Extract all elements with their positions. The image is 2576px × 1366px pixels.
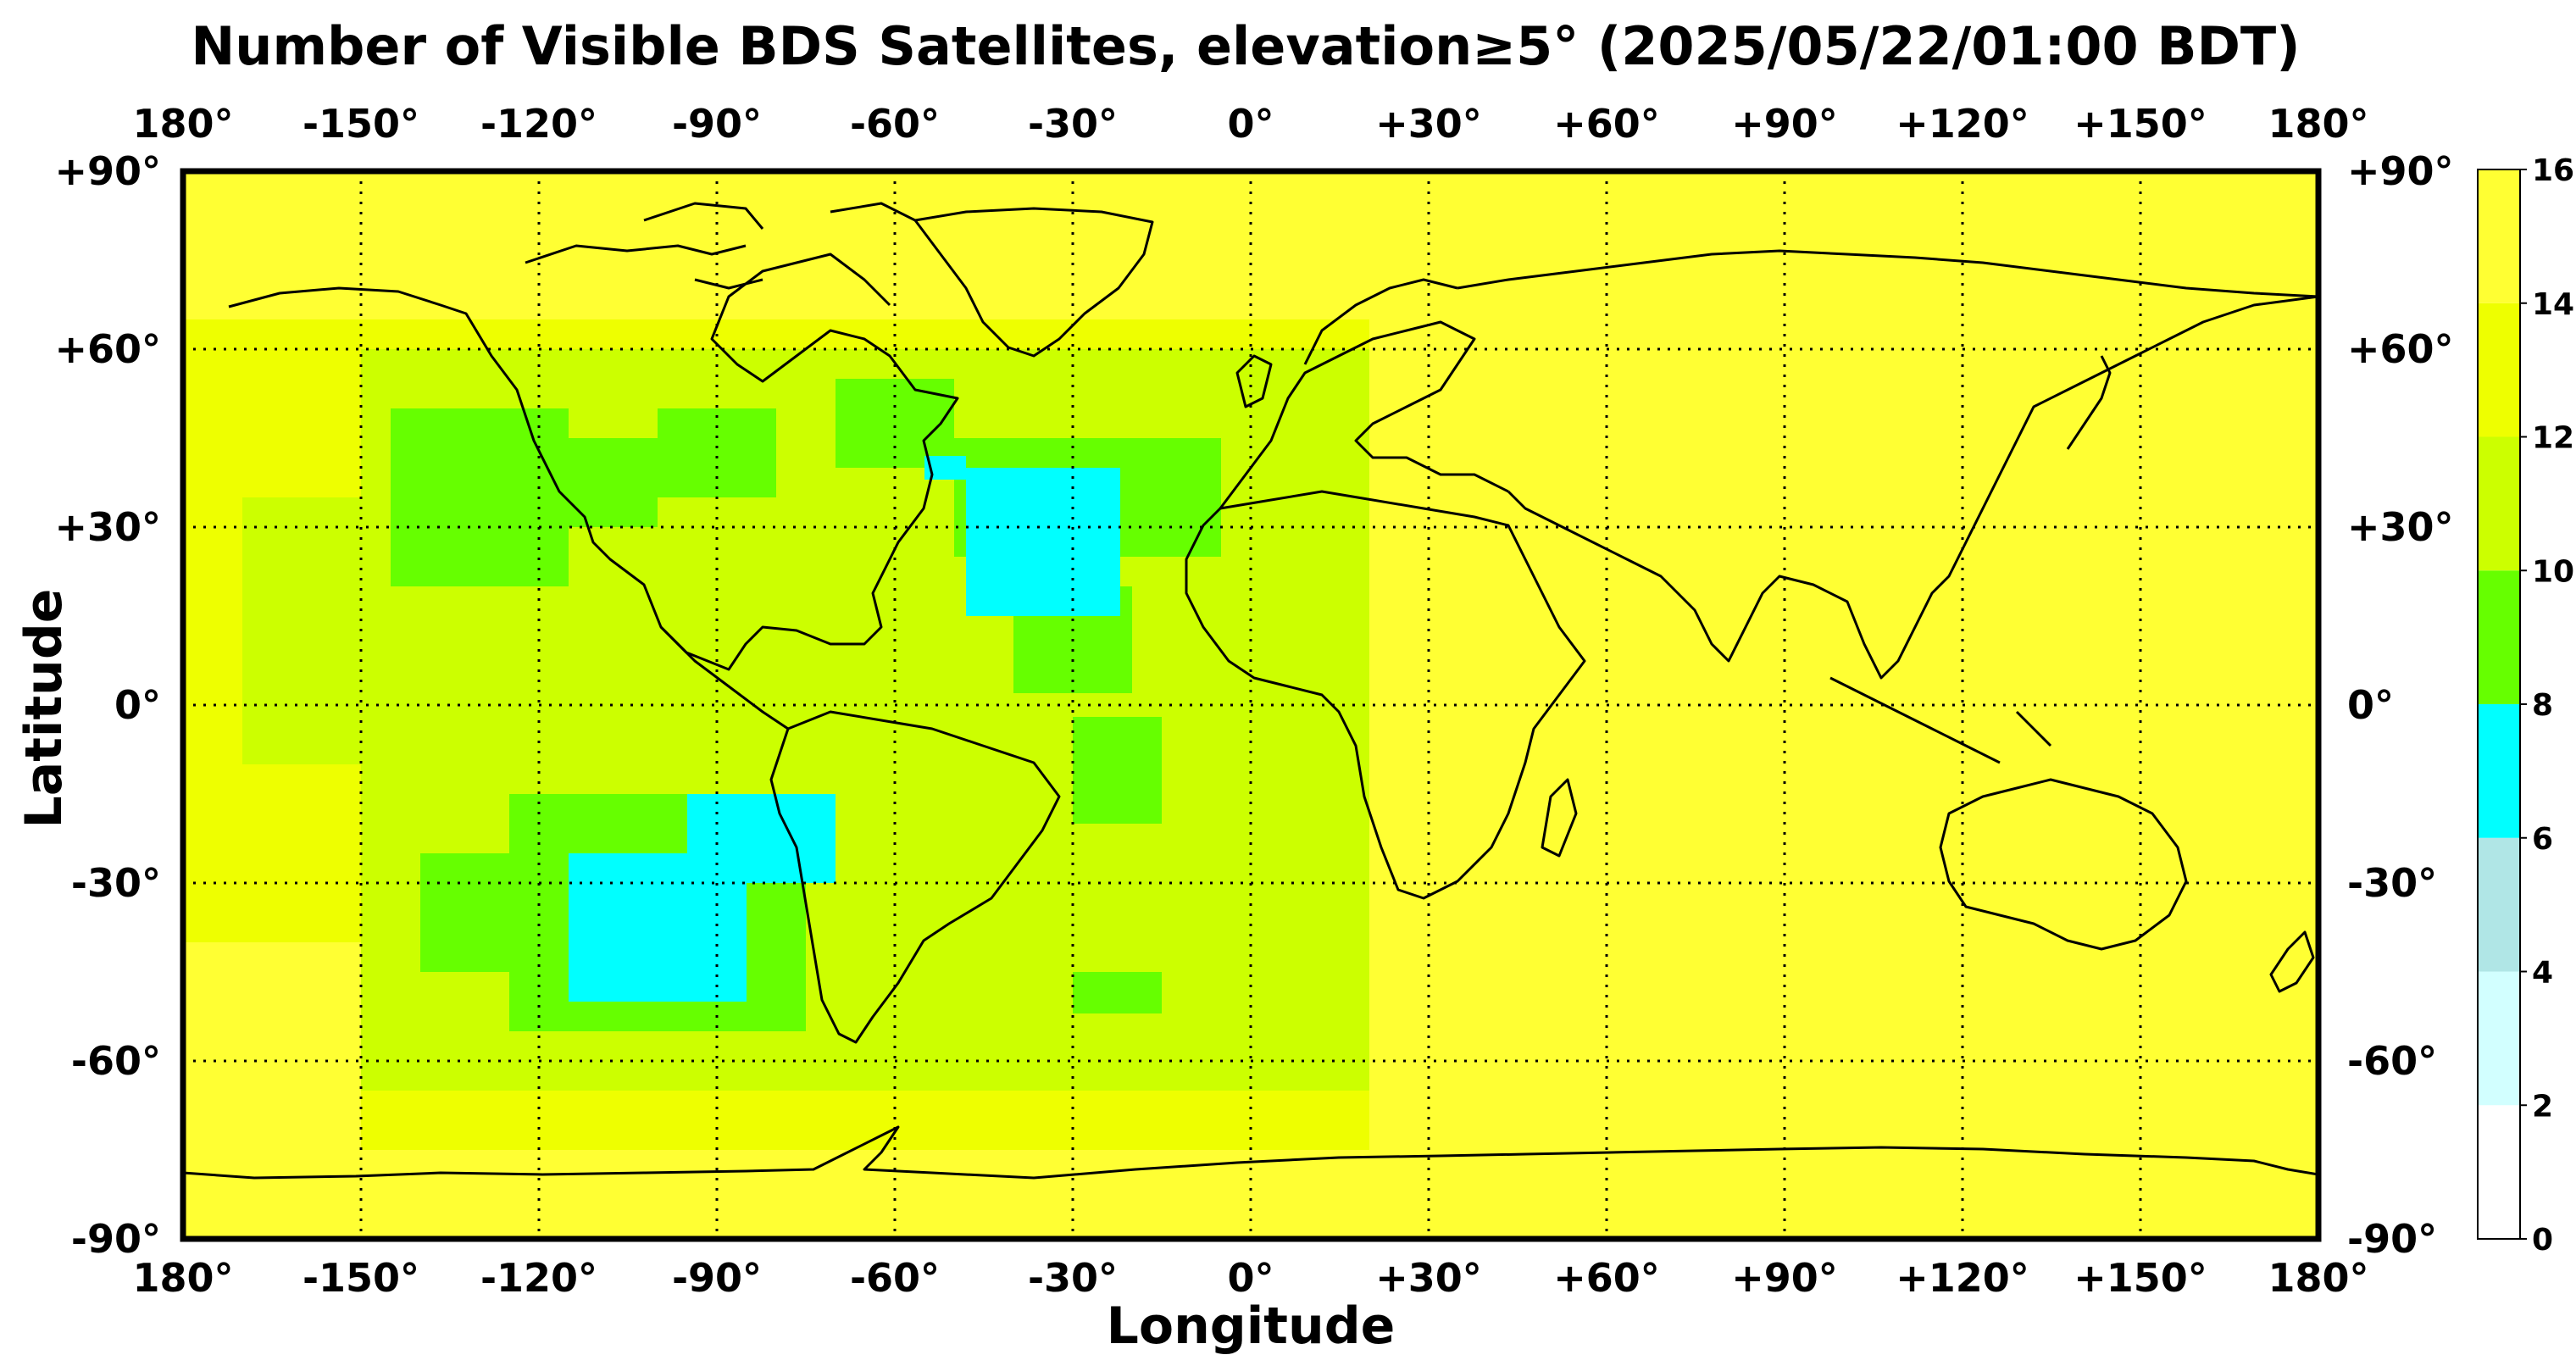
x-tick-top: -30°	[1028, 101, 1118, 147]
heatmap-region-15	[1073, 717, 1162, 824]
colorbar-tick-label: 2	[2532, 1089, 2553, 1124]
colorbar-segment	[2478, 169, 2520, 303]
heatmap-region-14	[420, 853, 539, 972]
y-tick-left: -90°	[71, 1216, 161, 1262]
coastline-europe	[1219, 320, 1509, 509]
heatmap-region-4	[183, 171, 1369, 319]
x-tick-bottom: +30°	[1375, 1255, 1482, 1301]
y-tick-right: +90°	[2347, 148, 2454, 194]
y-tick-left: +60°	[54, 326, 161, 372]
y-tick-right: +60°	[2347, 326, 2454, 372]
colorbar-segment	[2478, 436, 2520, 571]
y-tick-left: -60°	[71, 1038, 161, 1084]
x-tick-top: +120°	[1896, 101, 2029, 147]
x-tick-bottom: +120°	[1896, 1255, 2029, 1301]
colorbar: 0 2 4 6 8 10 12 14 16	[2477, 153, 2574, 1258]
coastline-southeast-asia	[1829, 676, 2052, 764]
x-tick-top: 180°	[132, 101, 233, 147]
graticule	[183, 171, 2318, 1239]
y-tick-right: -30°	[2347, 860, 2437, 906]
x-tick-top: -120°	[480, 101, 597, 147]
heatmap-region-8	[480, 438, 658, 527]
x-tick-bottom: -30°	[1028, 1255, 1118, 1301]
coastline-asia	[1507, 295, 2318, 680]
y-tick-left: -30°	[71, 860, 161, 906]
x-tick-bottom: -150°	[303, 1255, 419, 1301]
coastline-north-america	[228, 253, 959, 671]
x-tick-labels-bottom: 180° -150° -120° -90° -60° -30° 0° +30° +60° +90°…	[132, 1255, 2368, 1301]
colorbar-tick-label: 16	[2532, 153, 2574, 188]
coastline-japan	[2066, 355, 2112, 450]
coastline-scandinavia	[1303, 278, 1458, 365]
colorbar-tick-label: 0	[2532, 1223, 2553, 1258]
x-tick-bottom: -90°	[672, 1255, 762, 1301]
heatmap-region-17	[966, 468, 1120, 616]
colorbar-tick-label: 12	[2532, 421, 2574, 456]
x-tick-top: +60°	[1553, 101, 1660, 147]
colorbar-tick-label: 10	[2532, 554, 2574, 589]
colorbar-segment	[2478, 570, 2520, 704]
y-axis-label: Latitude	[14, 588, 74, 829]
colorbar-tick-label: 4	[2532, 956, 2553, 991]
coastline-new-zealand	[2269, 930, 2315, 993]
coastline-greenland	[913, 207, 1154, 358]
x-tick-bottom: +60°	[1553, 1255, 1660, 1301]
y-tick-left: +90°	[54, 148, 161, 194]
x-tick-top: -60°	[850, 101, 940, 147]
y-tick-labels-left: +90° +60° +30° 0° -30° -60° -90°	[54, 148, 161, 1262]
coastline-south-america	[769, 710, 1061, 1044]
colorbar-segment	[2478, 1105, 2520, 1239]
x-tick-top: -150°	[303, 101, 419, 147]
x-tick-bottom: -60°	[850, 1255, 940, 1301]
colorbar-segment	[2478, 971, 2520, 1106]
heatmap-region-6	[242, 497, 361, 764]
x-tick-top: -90°	[672, 101, 762, 147]
coastline-arctic-islands	[525, 202, 916, 290]
x-axis-label: Longitude	[1106, 1297, 1396, 1356]
colorbar-tick-label: 14	[2532, 287, 2574, 322]
y-tick-right: 0°	[2347, 682, 2394, 728]
x-tick-bottom: +150°	[2074, 1255, 2207, 1301]
heatmap-region-9	[658, 408, 776, 497]
heatmap-region-16	[1073, 972, 1162, 1013]
x-tick-bottom: 0°	[1227, 1255, 1274, 1301]
coastline-antarctica	[183, 1125, 2318, 1180]
heatmap-region-10	[836, 379, 954, 468]
y-tick-left: +30°	[54, 504, 161, 550]
y-tick-labels-right: +90° +60° +30° 0° -30° -60° -90°	[2347, 148, 2454, 1262]
chart-title: Number of Visible BDS Satellites, elevat…	[191, 15, 2301, 77]
x-tick-top: 180°	[2268, 101, 2368, 147]
coastline-central-america	[659, 625, 789, 730]
x-tick-bottom: 180°	[132, 1255, 233, 1301]
x-tick-bottom: 180°	[2268, 1255, 2368, 1301]
colorbar-segment	[2478, 704, 2520, 838]
coastline-arctic-asia	[1457, 249, 2318, 298]
colorbar-tick-label: 6	[2532, 822, 2553, 857]
y-tick-left: 0°	[114, 682, 161, 728]
x-tick-top: +30°	[1375, 101, 1482, 147]
plot-frame	[180, 168, 2322, 1242]
coastline-madagascar	[1541, 778, 1578, 858]
x-tick-top: +90°	[1731, 101, 1838, 147]
colorbar-segment	[2478, 837, 2520, 972]
x-tick-bottom: +90°	[1731, 1255, 1838, 1301]
y-tick-right: -60°	[2347, 1038, 2437, 1084]
heatmap-region-20	[687, 794, 836, 883]
coastlines	[183, 202, 2318, 1180]
x-tick-top: +150°	[2074, 101, 2207, 147]
colorbar-tick-label: 8	[2532, 688, 2553, 723]
x-tick-labels-top: 180° -150° -120° -90° -60° -30° 0° +30° +60° +90°…	[132, 101, 2368, 147]
colorbar-segment	[2478, 303, 2520, 437]
y-tick-right: +30°	[2347, 504, 2454, 550]
coastline-australia	[1939, 778, 2188, 951]
y-tick-right: -90°	[2347, 1216, 2437, 1262]
heatmap-region-3	[183, 1150, 2318, 1239]
x-tick-bottom: -120°	[480, 1255, 597, 1301]
coastline-uk	[1235, 354, 1273, 408]
coastline-africa	[1185, 490, 1586, 900]
x-tick-top: 0°	[1227, 101, 1274, 147]
